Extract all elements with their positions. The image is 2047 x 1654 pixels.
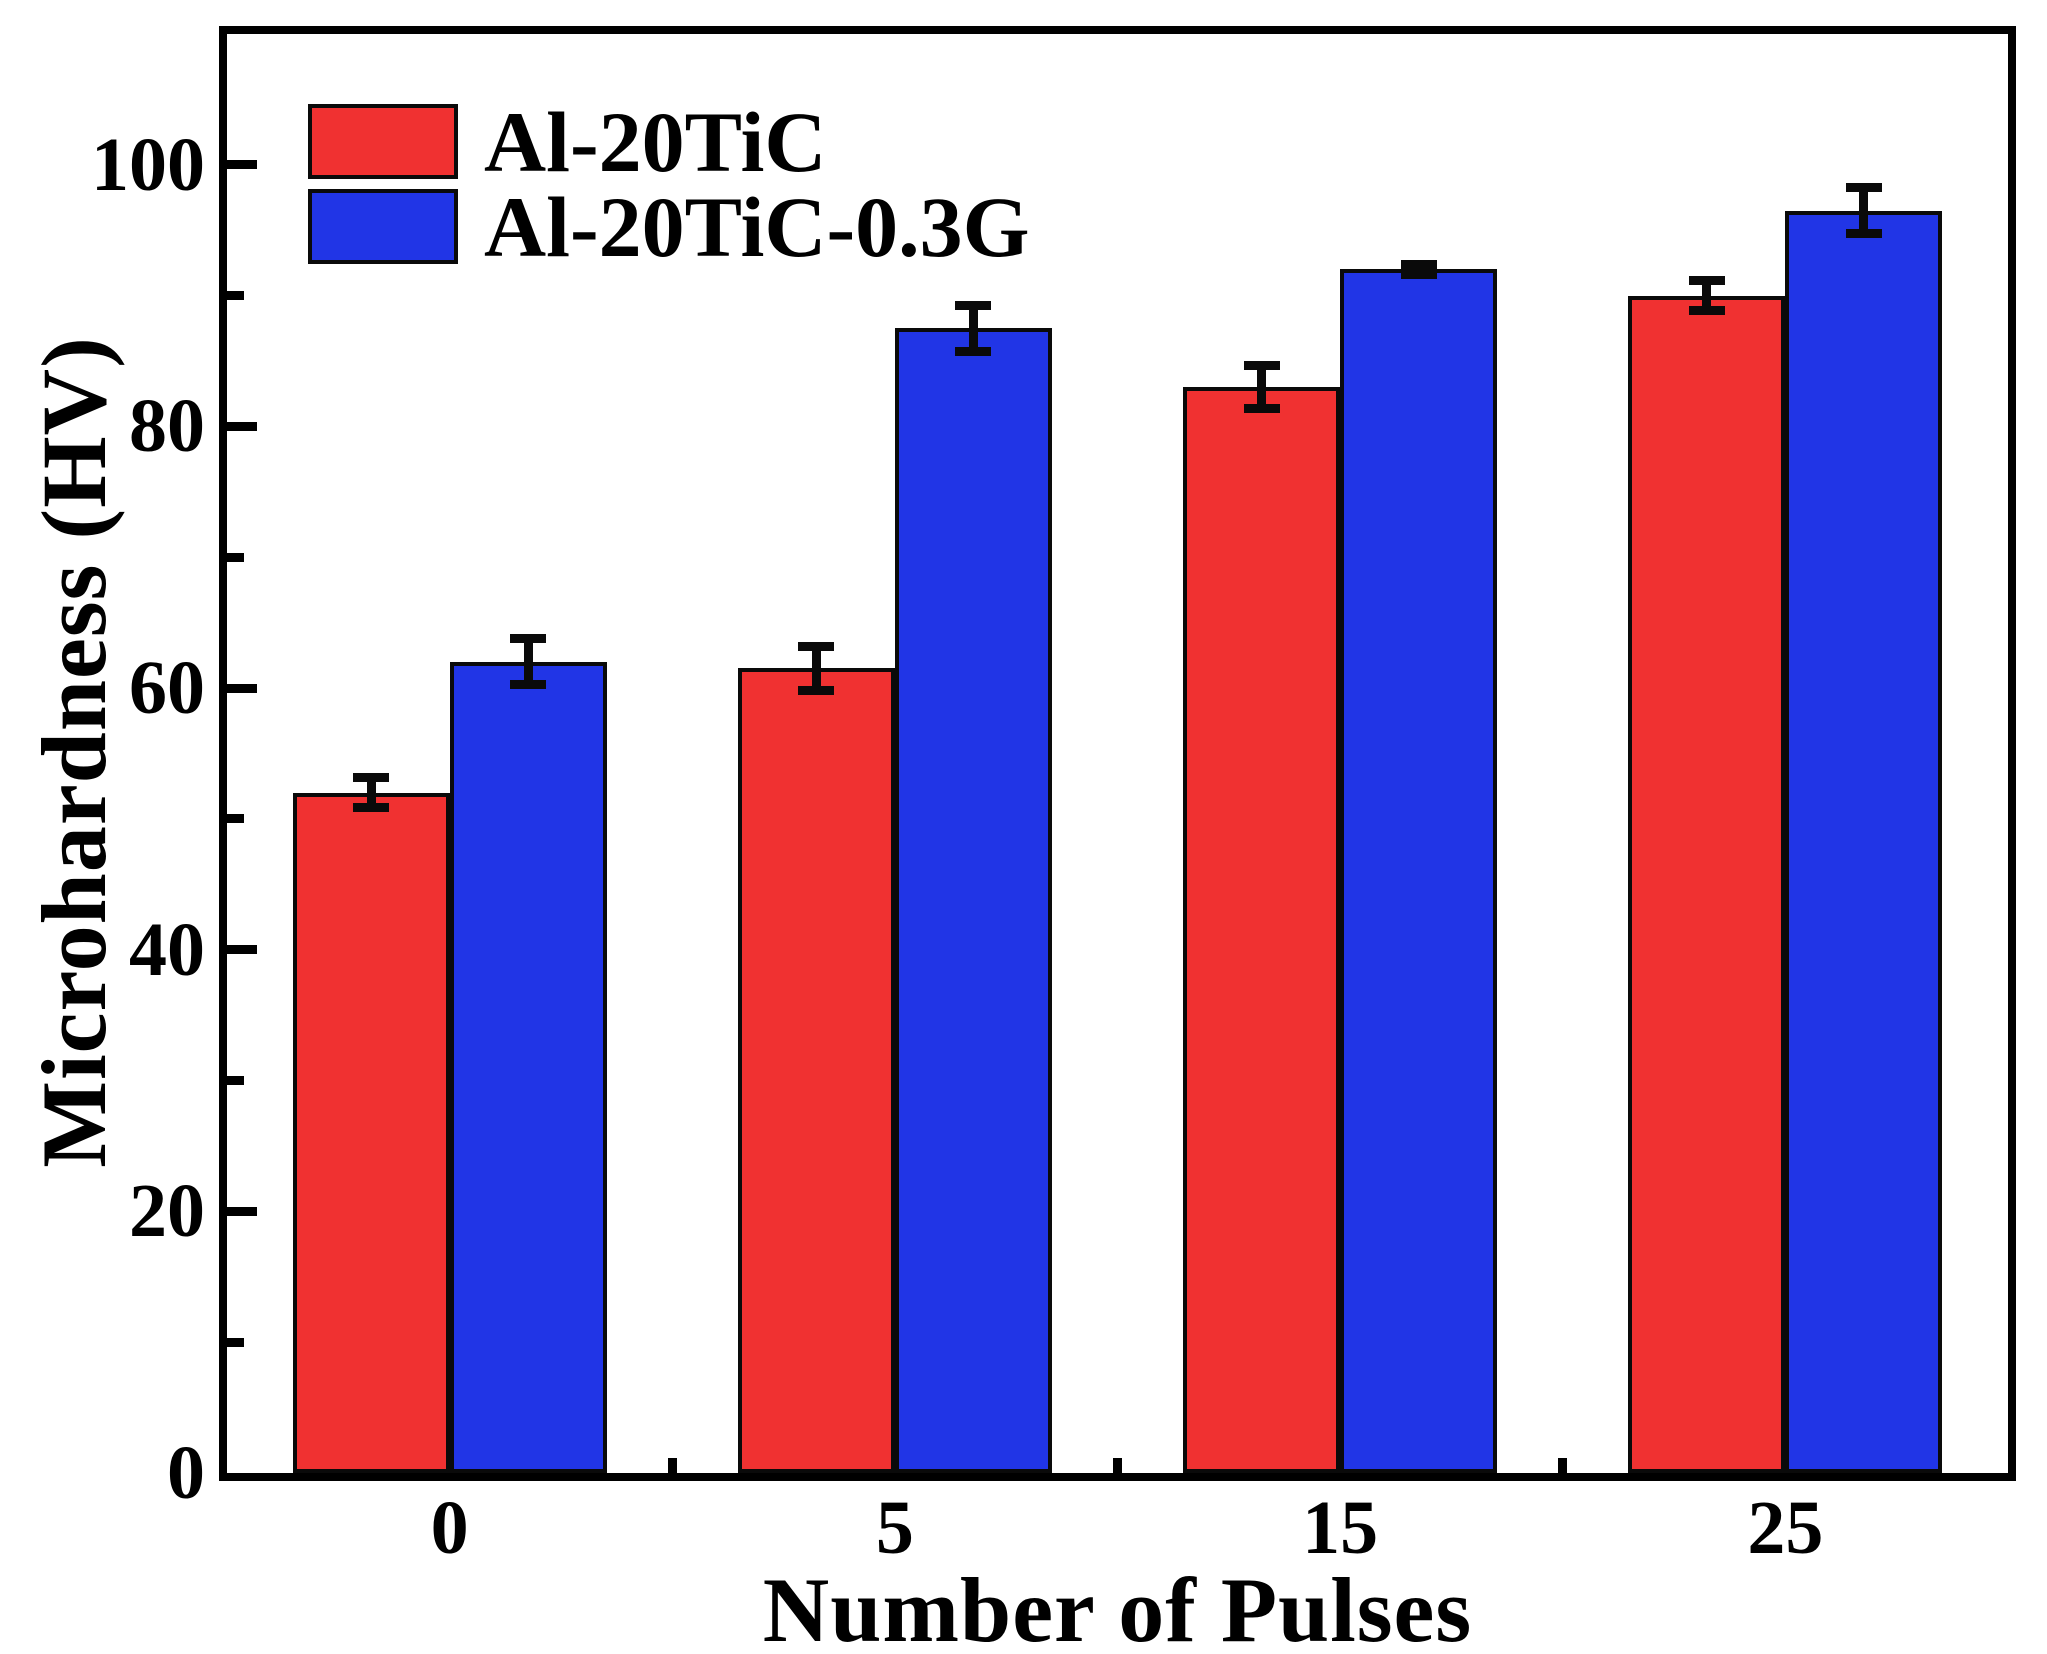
error-bar-stem [811,642,821,695]
error-bar-cap-bottom [353,803,390,813]
x-tick-label-5: 5 [875,1486,914,1570]
error-bar-cap-top [955,300,992,310]
error-bar-stem [523,634,533,690]
x-axis-minor-tick [1558,1458,1568,1473]
error-bar-cap-top [1845,183,1882,193]
y-axis-major-tick [227,160,257,170]
legend-label-al-20tic-03g: Al-20TiC-0.3G [484,179,1030,275]
y-tick-label-20: 20 [129,1169,205,1254]
error-bar-cap-bottom [1400,269,1437,279]
bar-al-20tic-pulses-25 [1628,295,1786,1473]
error-bar [798,642,835,695]
error-bar-stem [1859,183,1869,239]
x-tick-label-25: 25 [1747,1486,1824,1570]
y-tick-label-60: 60 [129,646,205,731]
error-bar-stem [366,773,376,813]
bar-al-20tic-0-3g-pulses-5 [894,328,1052,1473]
y-axis-minor-tick [227,1337,244,1347]
y-axis-minor-tick [227,1076,244,1086]
error-bar-stem [1702,276,1712,316]
error-bar [1243,361,1280,414]
error-bar-cap-top [798,642,835,652]
plot-area: Al-20TiC Al-20TiC-0.3G [219,26,2016,1481]
y-axis-minor-tick [227,814,244,824]
error-bar-cap-bottom [955,346,992,356]
bar-al-20tic-0-3g-pulses-25 [1785,210,1943,1473]
x-tick-label-15: 15 [1302,1486,1379,1570]
y-axis-major-tick [227,683,257,693]
x-axis-title: Number of Pulses [762,1559,1473,1654]
error-bar-cap-bottom [1243,404,1280,414]
error-bar-cap-bottom [1688,306,1725,316]
error-bar-stem [968,300,978,356]
error-bar-cap-top [353,773,390,783]
error-bar-stem [1414,260,1424,279]
x-axis-minor-tick [1113,1458,1122,1473]
y-axis-major-tick [227,1206,257,1216]
error-bar [955,300,992,356]
error-bar-stem [1257,361,1267,414]
error-bar-cap-bottom [510,680,547,690]
error-bar-cap-top [1243,361,1280,371]
plot-content: Al-20TiC Al-20TiC-0.3G [227,34,2008,1473]
y-tick-label-100: 100 [91,122,205,207]
error-bar-cap-top [510,634,547,644]
error-bar [1845,183,1882,239]
error-bar-cap-top [1688,276,1725,285]
legend-swatch-red [308,104,458,179]
legend-label-al-20tic: Al-20TiC [484,94,827,190]
bar-al-20tic-0-3g-pulses-0 [449,661,607,1473]
legend-swatch-blue [308,189,458,264]
y-axis-major-tick [227,421,257,431]
y-axis-minor-tick [227,291,244,301]
error-bar-cap-top [1400,260,1437,270]
error-bar [1400,260,1437,279]
x-axis-minor-tick [667,1458,677,1473]
y-tick-label-0: 0 [167,1431,205,1515]
bar-al-20tic-pulses-15 [1183,387,1341,1473]
error-bar-cap-bottom [798,685,835,695]
error-bar [510,634,547,690]
y-axis-major-tick [227,945,257,955]
error-bar-cap-bottom [1845,229,1882,239]
bar-al-20tic-0-3g-pulses-15 [1340,269,1498,1473]
y-axis-minor-tick [227,552,244,562]
y-tick-label-80: 80 [129,384,205,469]
error-bar [1688,276,1725,316]
bar-al-20tic-pulses-0 [292,792,450,1473]
error-bar [353,773,390,813]
y-tick-label-40: 40 [129,907,205,992]
bar-al-20tic-pulses-5 [737,668,895,1473]
x-tick-label-0: 0 [430,1486,469,1570]
